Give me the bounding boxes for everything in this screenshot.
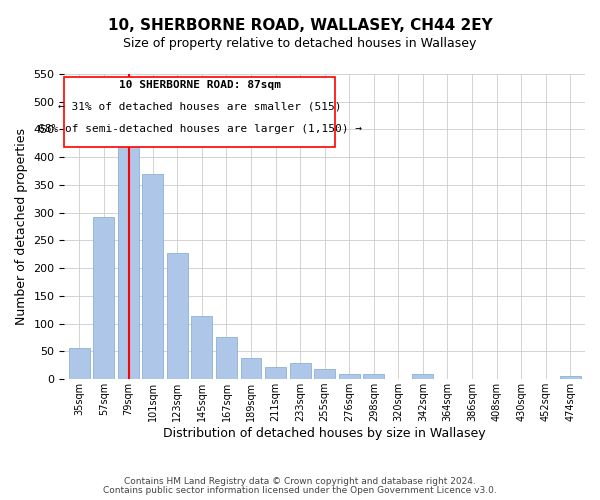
Text: ← 31% of detached houses are smaller (515): ← 31% of detached houses are smaller (51… bbox=[58, 102, 341, 112]
Text: 10 SHERBORNE ROAD: 87sqm: 10 SHERBORNE ROAD: 87sqm bbox=[119, 80, 281, 90]
Bar bbox=[142, 174, 163, 379]
Bar bbox=[412, 374, 433, 379]
X-axis label: Distribution of detached houses by size in Wallasey: Distribution of detached houses by size … bbox=[163, 427, 486, 440]
Bar bbox=[265, 367, 286, 379]
Text: 10, SHERBORNE ROAD, WALLASEY, CH44 2EY: 10, SHERBORNE ROAD, WALLASEY, CH44 2EY bbox=[107, 18, 493, 32]
Text: Contains public sector information licensed under the Open Government Licence v3: Contains public sector information licen… bbox=[103, 486, 497, 495]
Bar bbox=[314, 369, 335, 379]
Bar bbox=[339, 374, 359, 379]
Bar bbox=[364, 374, 384, 379]
Text: Size of property relative to detached houses in Wallasey: Size of property relative to detached ho… bbox=[124, 38, 476, 51]
Bar bbox=[167, 252, 188, 379]
Bar bbox=[69, 348, 89, 379]
Bar bbox=[93, 216, 114, 379]
Bar bbox=[241, 358, 262, 379]
Bar bbox=[216, 337, 237, 379]
Bar bbox=[290, 363, 311, 379]
Text: 68% of semi-detached houses are larger (1,150) →: 68% of semi-detached houses are larger (… bbox=[38, 124, 362, 134]
FancyBboxPatch shape bbox=[64, 77, 335, 147]
Bar bbox=[191, 316, 212, 379]
Text: Contains HM Land Registry data © Crown copyright and database right 2024.: Contains HM Land Registry data © Crown c… bbox=[124, 477, 476, 486]
Y-axis label: Number of detached properties: Number of detached properties bbox=[15, 128, 28, 325]
Bar bbox=[560, 376, 581, 379]
Bar bbox=[118, 140, 139, 379]
